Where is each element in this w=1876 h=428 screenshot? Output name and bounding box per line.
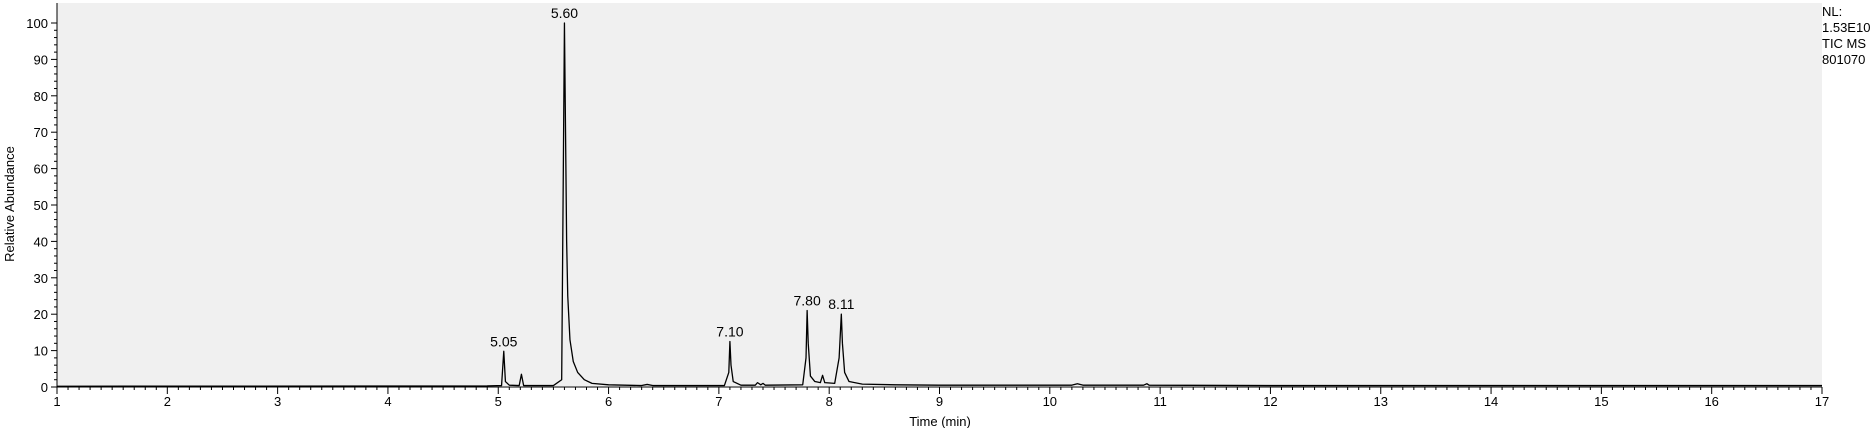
y-tick-label-30: 30: [34, 271, 48, 286]
x-tick-label-17: 17: [1815, 394, 1829, 409]
peak-label-5.60: 5.60: [551, 5, 578, 21]
y-axis-ticks: 0 10 20 30 40 50 60 70 80 90 100: [26, 16, 57, 395]
x-tick-label-6: 6: [605, 394, 612, 409]
y-tick-label-0: 0: [41, 380, 48, 395]
x-tick-label-5: 5: [495, 394, 502, 409]
y-tick-label-20: 20: [34, 307, 48, 322]
x-tick-label-7: 7: [715, 394, 722, 409]
y-tick-label-50: 50: [34, 198, 48, 213]
acquisition-info: NL: 1.53E10 TIC MS 801070: [1822, 4, 1870, 68]
y-axis-title: Relative Abundance: [2, 146, 17, 262]
y-tick-label-100: 100: [26, 16, 48, 31]
x-tick-label-9: 9: [936, 394, 943, 409]
x-tick-label-15: 15: [1594, 394, 1608, 409]
y-tick-label-60: 60: [34, 162, 48, 177]
y-tick-label-80: 80: [34, 89, 48, 104]
y-tick-label-90: 90: [34, 52, 48, 67]
y-tick-label-40: 40: [34, 234, 48, 249]
x-tick-label-14: 14: [1484, 394, 1498, 409]
plot-background: [57, 3, 1822, 386]
chromatogram-trace-0: [56, 22, 1822, 387]
x-tick-label-12: 12: [1263, 394, 1277, 409]
series-group: [56, 22, 1822, 387]
nl-label: NL:: [1822, 4, 1843, 19]
trace-label: TIC MS: [1822, 36, 1867, 51]
peak-label-7.10: 7.10: [716, 324, 743, 340]
peak-annotations: 5.05 5.60 7.10 7.80 8.11: [490, 5, 854, 349]
x-tick-label-8: 8: [826, 394, 833, 409]
x-tick-label-4: 4: [384, 394, 391, 409]
x-tick-label-16: 16: [1704, 394, 1718, 409]
y-tick-label-10: 10: [34, 344, 48, 359]
peak-label-5.05: 5.05: [490, 333, 517, 349]
peak-label-7.80: 7.80: [794, 293, 821, 309]
nl-value: 1.53E10: [1822, 20, 1871, 35]
x-tick-label-10: 10: [1043, 394, 1057, 409]
x-tick-label-11: 11: [1153, 394, 1167, 409]
x-axis-title: Time (min): [909, 414, 971, 428]
sample-id: 801070: [1822, 52, 1866, 67]
x-tick-label-1: 1: [53, 394, 60, 409]
y-tick-label-70: 70: [34, 125, 48, 140]
peak-label-8.11: 8.11: [828, 296, 854, 312]
x-tick-label-2: 2: [164, 394, 171, 409]
x-tick-label-13: 13: [1374, 394, 1388, 409]
x-axis-ticks: 1 2 3 4 5 6 7 8 9 10 11 12 13 14 15 16 17: [53, 387, 1829, 409]
x-tick-label-3: 3: [274, 394, 281, 409]
